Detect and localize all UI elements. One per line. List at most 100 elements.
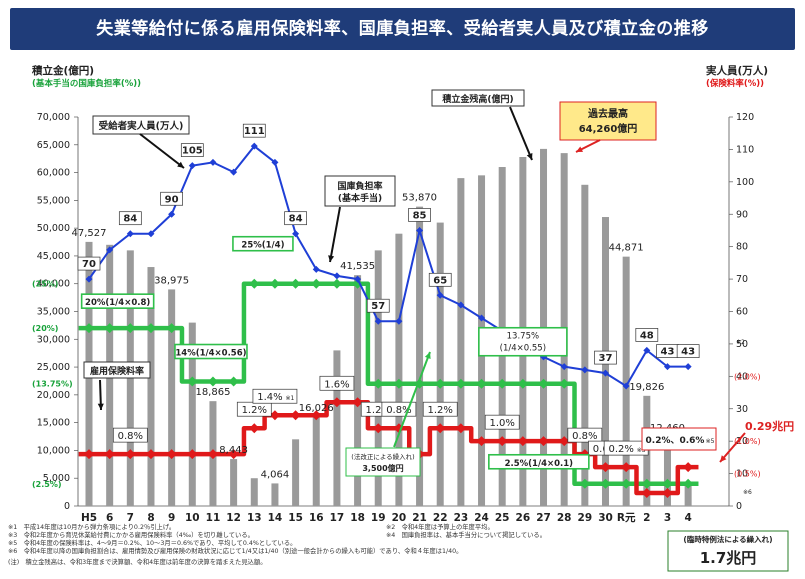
insurance-rate-marker: [621, 462, 632, 473]
reserve-value-label: 53,870: [402, 193, 437, 204]
x-tick-label: 6: [106, 512, 113, 524]
subsidy-rate-marker: [662, 478, 673, 489]
r3-rate-box: [641, 427, 717, 451]
left-tick-label: 65,000: [37, 140, 70, 151]
insurance-value-label: 1.6%: [324, 379, 349, 390]
record-high-label: 過去最高: [587, 107, 628, 120]
reserve-bar: [188, 322, 196, 506]
insurance-value-label: 0.2%: [608, 444, 633, 455]
reserve-value-label: 47,527: [72, 228, 107, 239]
reserve-bar: [436, 222, 444, 507]
left-tick-label: 25,000: [37, 362, 70, 373]
subsidy-rate-marker: [559, 378, 570, 389]
labels-layer: 47,527 38,975 18,865 8,443 4,064 16,026 41,535…: [72, 123, 700, 480]
subsidy-callout-label: 国庫負担率: [337, 180, 382, 192]
insurance-rate-marker: [125, 449, 136, 460]
subsidy-rate-marker: [497, 378, 508, 389]
insurance-rate-marker: [559, 436, 570, 447]
r4-transfer-arrow: [719, 432, 746, 463]
insurance-rate-marker: [84, 449, 94, 460]
subsidy-value-label-box: [488, 453, 590, 470]
subsidy-rate-marker: [476, 378, 487, 389]
insurance-rate-marker: [290, 410, 301, 421]
persons-marker: [209, 158, 217, 166]
persons-value-box: [160, 191, 183, 206]
special-transfer-label: (法改正による繰入れ): [351, 452, 414, 461]
x-tick-label: 12: [226, 512, 241, 524]
left-axis-subtitle: (基本手当の国庫負担率(%)): [32, 78, 141, 89]
persons-marker: [643, 346, 651, 354]
insurance-rate-marker: [331, 397, 342, 408]
subsidy-rate-marker: [331, 278, 342, 289]
insurance-rate-marker: [600, 462, 611, 473]
callouts-layer: 受給者実人員(万人) 国庫負担率(基本手当) 雇用保険料率 積立金残高(億円) 過去最高…: [83, 89, 794, 572]
persons-marker: [622, 382, 630, 390]
insurance-rate-marker: [538, 436, 549, 447]
persons-marker: [292, 230, 300, 238]
subsidy-rate-marker: [538, 378, 549, 389]
persons-marker: [374, 317, 382, 325]
insurance-rate-marker: [145, 449, 156, 460]
persons-marker: [312, 265, 320, 273]
subsidy-callout-label: (基本手当): [338, 192, 382, 204]
x-tick-label: 30: [598, 512, 613, 524]
left-tick-label: 50,000: [37, 223, 70, 234]
persons-marker: [478, 314, 486, 322]
page-title: 失業等給付に係る雇用保険料率、国庫負担率、受給者実人員及び積立金の推移: [96, 19, 709, 39]
left-tick-label: 55,000: [37, 195, 70, 206]
reserve-bar: [663, 436, 671, 506]
persons-marker: [395, 317, 403, 325]
r4-transfer-arrow-head: [720, 455, 727, 462]
left-pct-label: (2.5%): [32, 480, 62, 489]
subsidy-rate-marker: [455, 378, 466, 389]
insurance-value-label: 1.2%: [428, 405, 453, 416]
right-tick-label: 80: [736, 242, 748, 253]
right-pct-label: (1.0%): [734, 437, 761, 446]
reserve-value-label: 38,975: [154, 275, 189, 286]
subsidy-callout-box: [324, 175, 396, 207]
persons-value-label: 43: [661, 347, 675, 358]
x-tick-label: R元: [617, 512, 636, 524]
subsidy-rate-marker: [166, 323, 177, 334]
right-axis-subtitle: (保険料率(%)): [706, 78, 764, 89]
r3-rate-label: 0.2%、0.6%: [646, 436, 705, 446]
persons-value-box: [118, 211, 142, 226]
subsidy-rate-marker: [683, 478, 694, 489]
subsidy-value-label: 25%(1/4): [241, 241, 284, 251]
r3-rate-note: ※5: [706, 438, 715, 445]
reserve-value-label: 16,026: [299, 403, 334, 414]
lines-layer: [78, 142, 699, 499]
persons-line: [88, 144, 689, 388]
subsidy-rate-marker: [311, 278, 322, 289]
right-tick-label: 50: [736, 339, 748, 350]
persons-marker: [436, 291, 444, 299]
persons-value-box: [408, 208, 431, 222]
reserve-value-label: 4,064: [261, 469, 290, 480]
persons-value-label: 85: [413, 210, 427, 221]
x-tick-label: 2: [643, 512, 650, 524]
x-tick-label: 8: [147, 512, 154, 524]
x-tick-label: 4: [684, 512, 691, 524]
temp-transfer-amount: 1.7兆円: [700, 549, 757, 567]
x-tick-label: 15: [288, 512, 303, 524]
persons-value-box: [284, 211, 307, 226]
right-tick-label: 20: [736, 436, 748, 447]
reserve-bar: [457, 178, 465, 506]
persons-marker: [147, 230, 155, 238]
subsidy-rate-marker: [290, 278, 301, 289]
persons-value-label: 84: [123, 214, 137, 225]
reserve-bar: [250, 478, 258, 506]
persons-value-label: 90: [165, 194, 179, 205]
insurance-rate-marker: [662, 488, 673, 499]
persons-marker: [581, 366, 589, 374]
subsidy-value-label-box: [174, 343, 248, 360]
insurance-rate-marker: [311, 410, 322, 421]
left-tick-label: 60,000: [37, 168, 70, 179]
subsidy-callout-arrow-head: [328, 255, 335, 262]
left-pct-label: (25%): [32, 280, 58, 289]
subsidy-rate-marker: [641, 478, 652, 489]
insurance-rate-marker: [249, 423, 260, 434]
subsidy-rate-marker: [228, 376, 239, 387]
reserve-bar: [292, 439, 300, 506]
right-tick-label: 10: [736, 469, 748, 480]
